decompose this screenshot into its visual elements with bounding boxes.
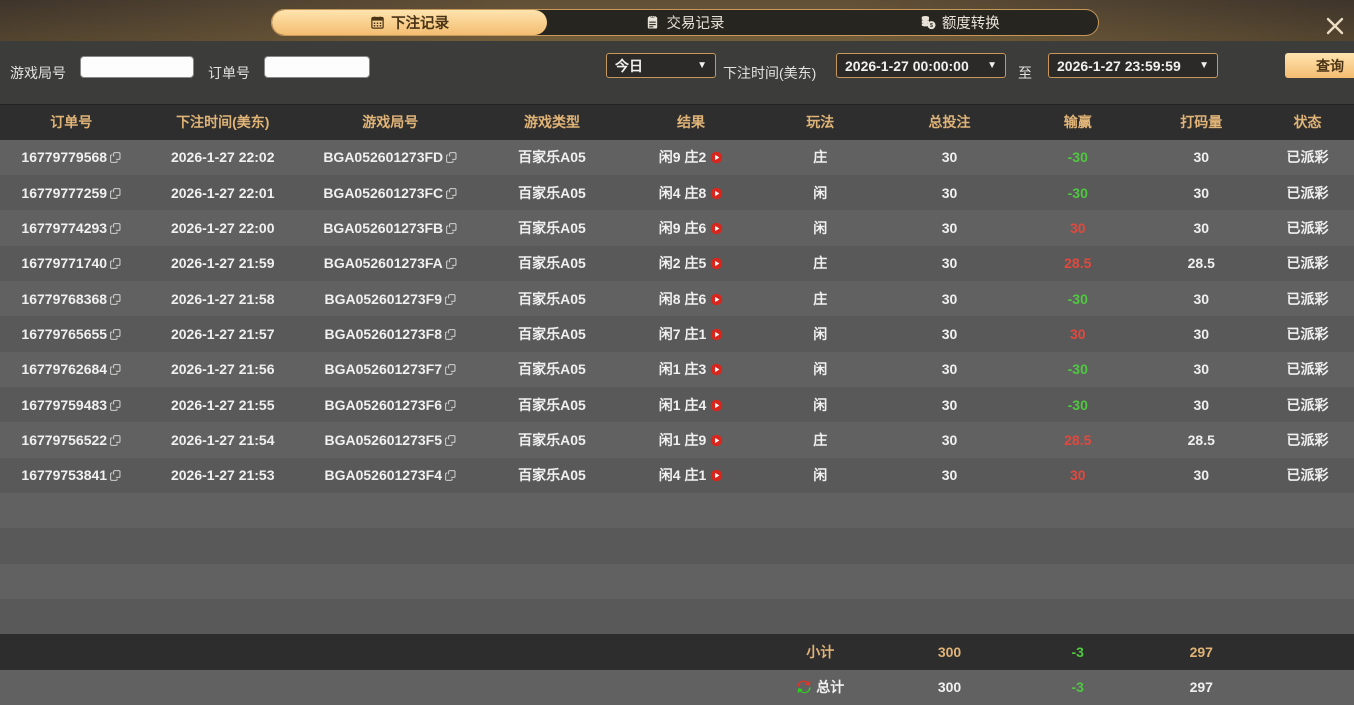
svg-text:$: $	[930, 23, 933, 29]
